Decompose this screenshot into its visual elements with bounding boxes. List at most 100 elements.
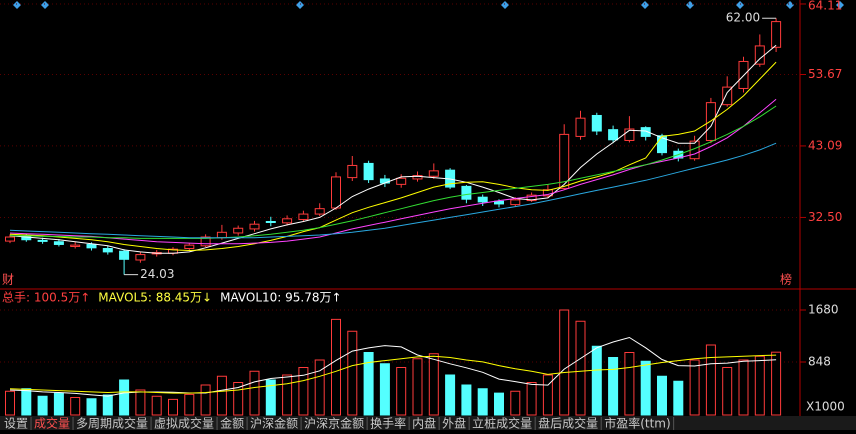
volume-bar — [265, 379, 276, 416]
candle-body — [412, 175, 423, 180]
marker — [501, 1, 509, 9]
marker — [296, 1, 304, 9]
volume-bar — [298, 367, 309, 416]
candle-body — [428, 170, 439, 177]
volume-bar — [445, 374, 456, 416]
y-tick-label: 32.50 — [808, 210, 842, 224]
volume-bar — [119, 379, 130, 416]
candle-body — [70, 244, 81, 247]
volume-bar — [53, 392, 64, 416]
candle-body — [282, 218, 293, 224]
tab[interactable]: 内盘 — [412, 416, 436, 431]
volume-bar — [200, 384, 211, 416]
candle-body — [559, 133, 570, 189]
tabs: 设置 成交量 多周期成交量 虚拟成交量 金额 沪深金额 沪深京金额 换手率 内盘 外盘 立桩成交量盘… — [4, 416, 675, 431]
volume-bar — [771, 351, 782, 416]
candle-body — [624, 128, 635, 141]
candle-body — [722, 86, 733, 106]
candle-body — [363, 162, 374, 181]
ma-line — [10, 105, 777, 239]
y-tick-label: 1680 — [808, 303, 839, 317]
candle-body — [216, 231, 227, 239]
tab[interactable]: 成交量 — [34, 416, 70, 431]
marker — [786, 1, 794, 9]
candle-body — [608, 129, 619, 141]
candle-body — [249, 223, 260, 230]
volume-bar — [542, 374, 553, 416]
volume-bar — [314, 359, 325, 416]
volume-bar — [591, 345, 602, 416]
candle-body — [396, 177, 407, 185]
right-badge: 榜 — [780, 272, 792, 287]
tab-bar — [0, 416, 856, 430]
volume-bar — [331, 318, 341, 416]
candle-body — [347, 164, 358, 179]
candle-body — [591, 114, 602, 132]
y-tick-label: 53.67 — [808, 67, 842, 81]
candle-body — [21, 235, 32, 241]
volume-bar — [510, 390, 521, 416]
marker — [641, 1, 649, 9]
candle-body — [657, 135, 667, 154]
tab[interactable]: 多周期成交量 — [76, 416, 148, 431]
volume-bar — [37, 395, 48, 416]
y-tick-label: 848 — [808, 355, 831, 369]
volume-bar — [559, 309, 570, 416]
volume-bar — [184, 393, 195, 416]
candle-body — [200, 236, 211, 247]
tab[interactable]: 外盘 — [442, 416, 466, 431]
volume-header: 总手: 100.5万↑ — [2, 291, 90, 305]
tab[interactable]: 沪深京金额 — [304, 416, 364, 431]
candle-body — [53, 241, 64, 245]
tab[interactable]: 虚拟成交量 — [154, 416, 214, 431]
volume-bar — [102, 394, 113, 416]
top-markers — [13, 1, 844, 9]
volume-bar — [282, 374, 293, 416]
y-tick-label: 43.09 — [808, 138, 842, 152]
volume-bar — [86, 398, 97, 416]
volume-bar — [70, 397, 81, 416]
volume-bar — [5, 390, 15, 416]
ma-line — [9, 61, 777, 252]
tab[interactable]: 金额 — [220, 416, 244, 431]
candle-body — [102, 248, 113, 253]
volume-bar — [168, 398, 178, 416]
volume-bar — [347, 330, 358, 416]
candle-body — [510, 199, 521, 206]
ma-line — [9, 44, 777, 254]
tab[interactable]: 市盈率(ttm) — [604, 416, 670, 431]
volume-bar — [624, 352, 635, 416]
volume-bar — [477, 388, 488, 416]
candle-body — [461, 185, 472, 200]
volume-bar — [640, 360, 651, 416]
marker — [41, 1, 49, 9]
candle-body — [5, 236, 15, 242]
volume-bar — [135, 389, 146, 416]
left-badge: 财 — [2, 273, 14, 287]
tab[interactable]: 盘后成交量 — [538, 416, 598, 431]
volume-bar — [21, 388, 32, 416]
volume-bar — [428, 353, 439, 416]
volume-bar — [575, 320, 586, 416]
volume-bar — [396, 367, 407, 416]
marker — [736, 1, 744, 9]
candle-body — [233, 227, 244, 234]
marker — [13, 1, 21, 9]
volume-bar — [673, 380, 684, 416]
volume-header: MAVOL5: 88.45万↓ — [98, 291, 212, 305]
candle-body — [379, 178, 390, 184]
tab[interactable]: 设置 — [4, 417, 28, 431]
candle-body — [575, 117, 586, 137]
volume-bar — [754, 355, 765, 416]
tab[interactable]: 沪深金额 — [250, 416, 298, 431]
candle-body — [640, 127, 651, 137]
ma-line — [9, 354, 777, 394]
volume-bar — [151, 395, 162, 416]
marker — [836, 1, 844, 9]
ma-line — [9, 142, 777, 239]
tab[interactable]: 立桩成交量 — [472, 416, 532, 431]
volume-bar — [657, 375, 667, 416]
tab[interactable]: 换手率 — [370, 416, 406, 431]
